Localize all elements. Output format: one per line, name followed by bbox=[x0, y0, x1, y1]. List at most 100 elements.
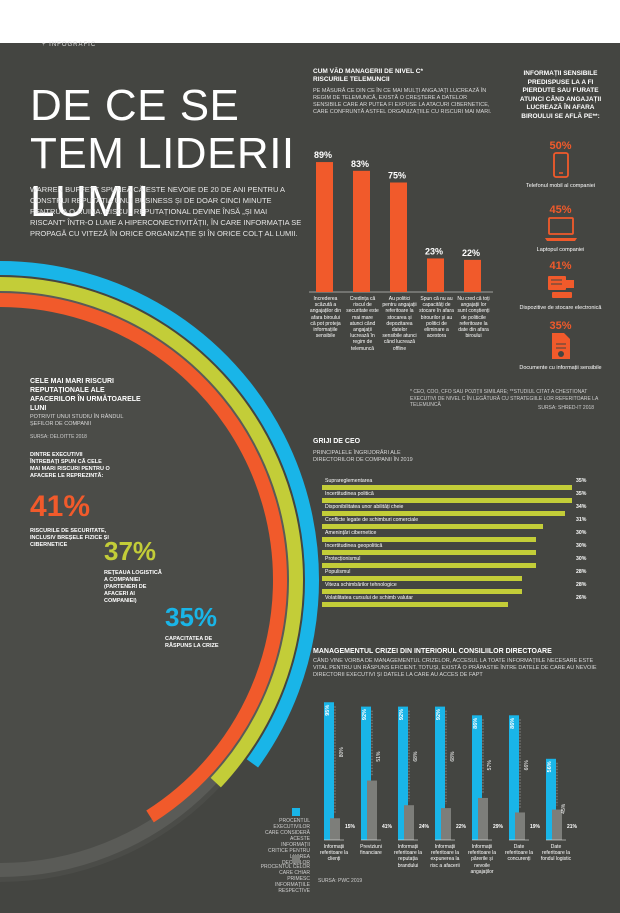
crisis-bar-critical bbox=[472, 715, 482, 840]
ceo-category-label: Populismul bbox=[325, 569, 351, 575]
device-item-document: 35% Documente cu informații sensibile bbox=[513, 320, 608, 372]
ceo-bar bbox=[322, 537, 537, 542]
arc-base-disc bbox=[0, 278, 302, 882]
telework-category-label: Nu cred că toți angajații lor sunt conșt… bbox=[457, 296, 490, 340]
crisis-value-critical: 92% bbox=[362, 709, 368, 720]
device-document-label: Documente cu informații sensibile bbox=[519, 365, 602, 371]
telework-category-text: Încrederea scăzută a angajaților din afa… bbox=[309, 296, 342, 340]
telework-category-labels: Încrederea scăzută a angajaților din afa… bbox=[309, 296, 490, 352]
crisis-gap-label: 51% bbox=[376, 751, 382, 762]
ceo-value-label: 30% bbox=[576, 543, 587, 549]
telework-bar bbox=[427, 258, 444, 292]
crisis-value-critical: 86% bbox=[510, 718, 516, 729]
ceo-bar bbox=[322, 602, 508, 607]
crisis-value-critical: 92% bbox=[399, 709, 405, 720]
telework-bar bbox=[390, 182, 407, 292]
telework-category-text: Credința că riscul de securitate este ma… bbox=[346, 296, 379, 352]
crisis-value-received: 41% bbox=[382, 824, 393, 830]
crisis-gap-label: 45% bbox=[561, 803, 567, 814]
crisis-description: CÂND VINE VORBA DE MANAGEMENTUL CRIZELOR… bbox=[313, 658, 597, 678]
telework-bar-label: 75% bbox=[388, 171, 406, 181]
device-laptop-label: Laptopul companiei bbox=[536, 247, 585, 253]
ceo-value-label: 28% bbox=[576, 569, 587, 575]
crisis-bar-critical bbox=[546, 758, 556, 840]
crisis-value-critical: 95% bbox=[325, 705, 331, 716]
ceo-bar bbox=[322, 589, 522, 594]
ceo-category-label: Incertitudinea geopolitică bbox=[325, 543, 383, 549]
device-item-laptop: 45% Laptopul companiei bbox=[513, 204, 608, 253]
risks-source: SURSA: DELOITTE 2018 bbox=[30, 434, 87, 440]
telework-bar bbox=[316, 162, 333, 292]
device-phone-value: 50% bbox=[549, 140, 572, 152]
crisis-bar-critical bbox=[509, 715, 519, 840]
telework-category-text: Spun că nu au capacități de stocare în a… bbox=[419, 296, 454, 340]
device-item-phone: 50% Telefonul mobil al companiei bbox=[513, 140, 608, 190]
telework-bar-label: 83% bbox=[351, 159, 369, 169]
risk-label-security: RISCURILE DE SECURITATE, INCLUSIV BREȘEL… bbox=[30, 528, 109, 548]
ceo-category-label: Protecționismul bbox=[325, 556, 361, 562]
crisis-bar-received bbox=[367, 780, 377, 840]
telework-category-label: Au politici pentru angajații referitoare… bbox=[382, 296, 416, 352]
crisis-bar-received bbox=[441, 808, 451, 840]
arc-security bbox=[0, 293, 287, 823]
risks-question: DINTRE EXECUTIVII ÎNTREBAȚI SPUN CĂ CELE… bbox=[30, 452, 110, 479]
crisis-gap-label: 68% bbox=[450, 751, 456, 762]
crisis-value-received: 15% bbox=[345, 824, 356, 830]
phone-icon bbox=[552, 152, 569, 178]
ceo-category-label: Disponibilitatea unor abilități cheie bbox=[325, 504, 404, 510]
section-tag: + INFOGRAFIC bbox=[42, 42, 97, 48]
crisis-source: SURSA: PWC 2019 bbox=[318, 878, 363, 884]
telework-bar-label: 89% bbox=[314, 150, 332, 160]
intro-text: WARREN BUFFETT SPUNEA CĂ ESTE NEVOIE DE … bbox=[30, 185, 302, 238]
ceo-bar bbox=[322, 550, 537, 555]
ceo-title: GRIJI DE CEO bbox=[313, 438, 361, 445]
ceo-bar bbox=[322, 498, 572, 503]
ceo-value-label: 31% bbox=[576, 517, 587, 523]
telework-title: CUM VĂD MANAGERII DE NIVEL C* RISCURILE … bbox=[313, 68, 424, 83]
ceo-value-label: 35% bbox=[576, 478, 587, 484]
crisis-gap-label: 80% bbox=[339, 747, 345, 758]
telework-category-label: Încrederea scăzută a angajaților din afa… bbox=[309, 296, 342, 340]
risks-title: CELE MAI MARI RISCURI REPUTAȚIONALE ALE … bbox=[30, 378, 141, 412]
laptop-icon bbox=[544, 217, 577, 241]
crisis-value-received: 24% bbox=[419, 824, 430, 830]
crisis-category-label: Informații referitoare la expunerea la r… bbox=[430, 844, 460, 869]
telework-source: SURSA: SHRED-IT 2018 bbox=[538, 405, 595, 411]
telework-bar bbox=[353, 170, 370, 292]
ceo-category-label: Volatilitatea cursului de schimb valutar bbox=[325, 595, 413, 601]
devices-title: INFORMAȚII SENSIBILE PREDISPUSE LA A FI … bbox=[519, 70, 602, 120]
ceo-value-label: 26% bbox=[576, 595, 587, 601]
crisis-value-received: 29% bbox=[493, 824, 504, 830]
arc-crisis bbox=[0, 261, 319, 768]
arc-logistics bbox=[0, 277, 303, 788]
risk-label-crisis: CAPACITATEA DE RĂSPUNS LA CRIZE bbox=[165, 636, 219, 649]
ceo-category-label: Incertitudinea politică bbox=[325, 491, 374, 497]
risk-label-logistics: REȚEAUA LOGISTICĂ A COMPANIEI (PARTENERI… bbox=[104, 570, 162, 604]
device-storage-value: 41% bbox=[549, 260, 572, 272]
telework-bars: 89% 83% 75% 23% 22% bbox=[314, 150, 481, 292]
ceo-category-label: Viteza schimbărilor tehnologice bbox=[325, 582, 397, 588]
crisis-chart: 95% 15% 80% 92% 41% 51% 92% 24% 68% 92% 22% 68% 86% 2… bbox=[324, 702, 578, 841]
crisis-bar-received bbox=[330, 818, 340, 840]
crisis-category-label: Informații referitoare la reputația bran… bbox=[393, 844, 423, 869]
crisis-gap-label: 57% bbox=[487, 760, 493, 771]
risk-value-logistics: 37% bbox=[104, 536, 157, 566]
ceo-subtitle: PRINCIPALELE ÎNGRIJORĂRI ALE DIRECTORILO… bbox=[313, 450, 413, 463]
ceo-bar bbox=[322, 563, 537, 568]
crisis-gap-label: 68% bbox=[413, 751, 419, 762]
crisis-bars: 95% 15% 80% 92% 41% 51% 92% 24% 68% 92% 22% 68% 86% 2… bbox=[324, 702, 578, 841]
risk-value-security: 41% bbox=[30, 490, 91, 523]
telework-category-text: Nu cred că toți angajații lor sunt conșt… bbox=[457, 296, 490, 340]
crisis-value-critical: 86% bbox=[473, 718, 479, 729]
telework-description: PE MĂSURĂ CE DIN CE ÎN CE MAI MULȚI ANGA… bbox=[313, 88, 492, 115]
telework-bar-label: 23% bbox=[425, 246, 443, 256]
crisis-bar-received bbox=[515, 812, 525, 840]
legend-gray-label: PROCENTUL CELOR CARE CHIAR PRIMESC INFOR… bbox=[260, 864, 310, 894]
ceo-value-label: 30% bbox=[576, 556, 587, 562]
crisis-category-label: Date referitoare la concurenți bbox=[504, 844, 534, 863]
ceo-bar bbox=[322, 576, 522, 581]
ceo-bar bbox=[322, 485, 572, 490]
device-phone-label: Telefonul mobil al companiei bbox=[525, 183, 596, 189]
